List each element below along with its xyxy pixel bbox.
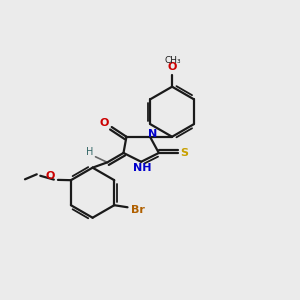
Text: O: O: [168, 62, 177, 72]
Text: O: O: [99, 118, 109, 128]
Text: NH: NH: [134, 163, 152, 173]
Text: H: H: [86, 147, 93, 158]
Text: N: N: [148, 129, 157, 139]
Text: CH₃: CH₃: [165, 56, 181, 65]
Text: Br: Br: [131, 205, 145, 215]
Text: O: O: [45, 171, 54, 181]
Text: S: S: [181, 148, 188, 158]
